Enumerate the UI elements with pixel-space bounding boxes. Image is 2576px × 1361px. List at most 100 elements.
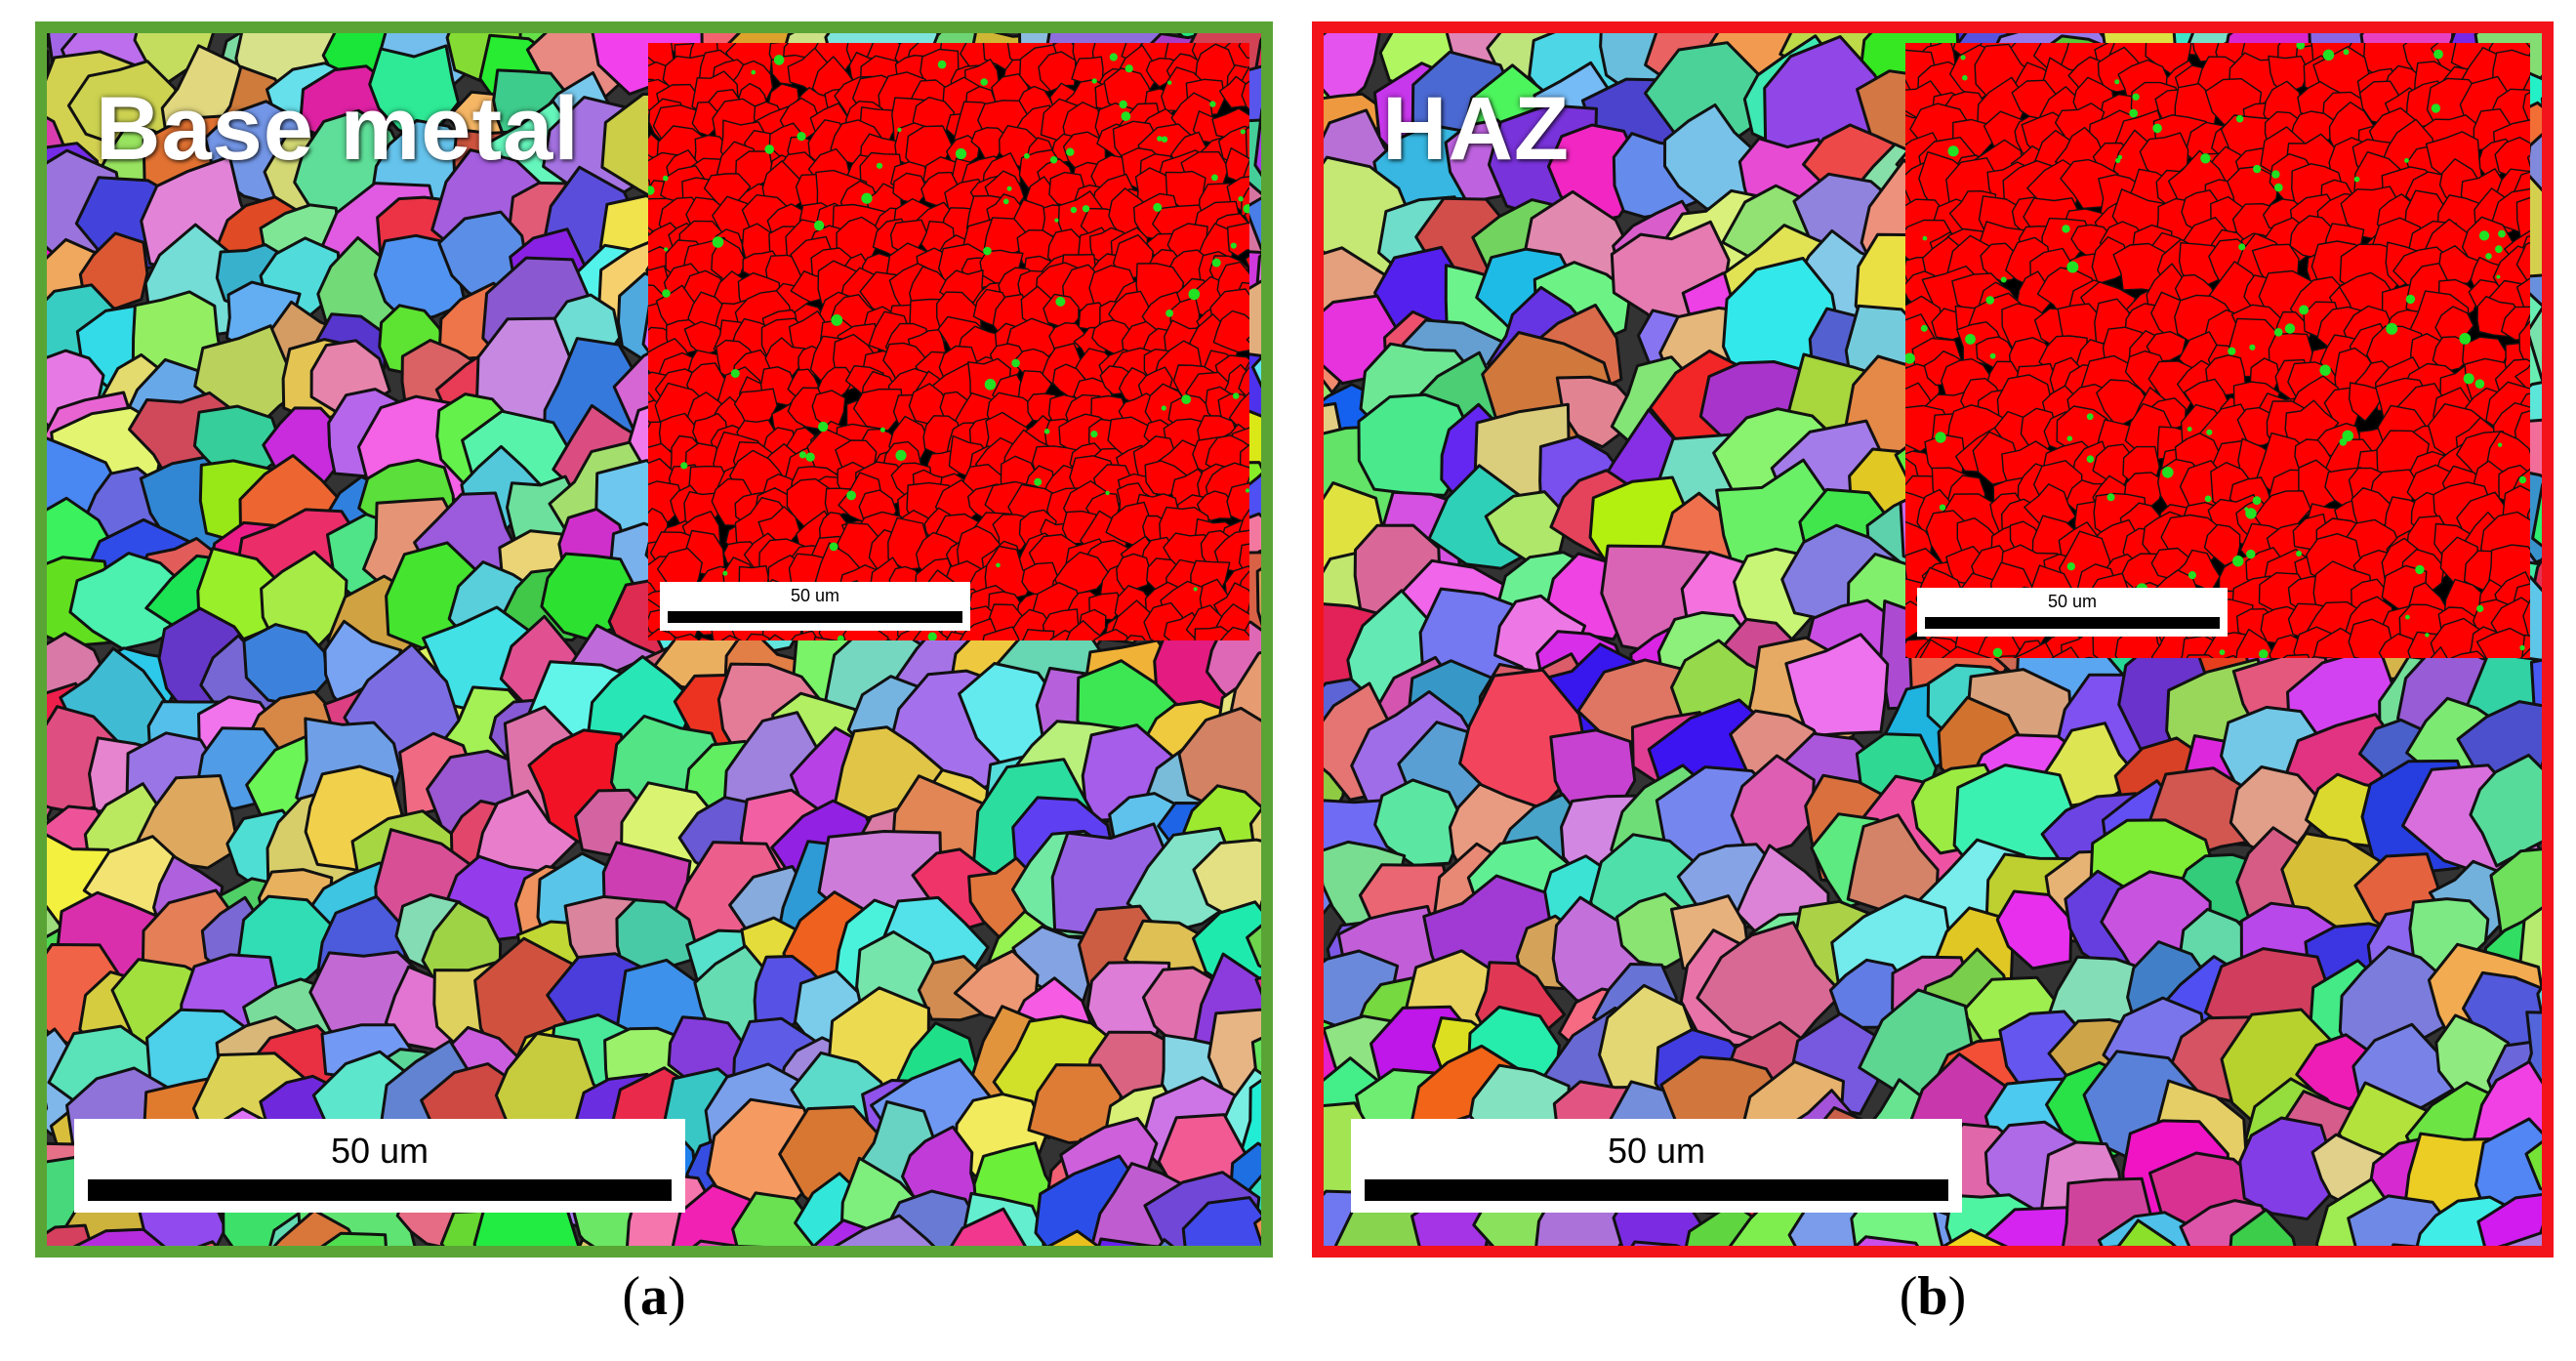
second-phase-particle: [1082, 205, 1090, 213]
second-phase-particle: [983, 246, 992, 256]
second-phase-particle: [712, 236, 724, 248]
inset-scalebar-b: 50 um: [1917, 588, 2228, 637]
second-phase-particle: [1066, 147, 1075, 156]
second-phase-particle: [2273, 328, 2283, 337]
second-phase-particle: [1054, 218, 1059, 223]
second-phase-particle: [2232, 556, 2244, 567]
second-phase-particle: [2238, 243, 2246, 251]
second-phase-particle: [1161, 136, 1168, 143]
second-phase-particle: [1188, 288, 1201, 301]
second-phase-particle: [831, 314, 843, 326]
second-phase-particle: [2497, 442, 2503, 447]
grain: [2515, 363, 2530, 392]
second-phase-particle: [2253, 164, 2262, 174]
second-phase-particle: [2459, 333, 2472, 345]
grain: [811, 390, 846, 427]
region-label-base-metal: Base metal: [96, 79, 580, 179]
second-phase-particle: [1992, 647, 2003, 658]
second-phase-particle: [2152, 123, 2162, 134]
grain: [2051, 646, 2080, 658]
main-scalebar-label-b: 50 um: [1607, 1131, 1706, 1171]
second-phase-particle: [927, 632, 937, 640]
grain: [2281, 653, 2310, 658]
second-phase-particle: [2206, 429, 2213, 435]
grain: [1021, 629, 1055, 640]
second-phase-particle: [2474, 379, 2485, 390]
second-phase-layer: [1905, 43, 2527, 658]
second-phase-particle: [648, 186, 655, 195]
second-phase-particle: [2405, 614, 2410, 620]
second-phase-particle: [2062, 225, 2070, 233]
second-phase-particle: [1167, 80, 1172, 85]
grain: [1905, 656, 1908, 658]
second-phase-particle: [2228, 347, 2236, 355]
grain: [711, 236, 747, 280]
second-phase-particle: [805, 452, 815, 462]
inset-scalebar-bar-a: [668, 611, 962, 623]
grain: [1995, 889, 2073, 970]
grain: [1238, 43, 1249, 60]
second-phase-particle: [2425, 633, 2430, 638]
region-label-haz: HAZ: [1382, 79, 1571, 179]
second-phase-particle: [2162, 467, 2174, 478]
second-phase-particle: [1105, 490, 1110, 496]
second-phase-particle: [1181, 394, 1192, 404]
second-phase-particle: [662, 289, 671, 298]
second-phase-particle: [895, 449, 907, 461]
second-phase-particle: [2478, 230, 2490, 241]
grain: [1245, 126, 1249, 160]
second-phase-particle: [2235, 114, 2244, 123]
grain: [2186, 654, 2215, 658]
second-phase-particle: [1090, 431, 1098, 438]
second-phase-particle: [1024, 152, 1030, 159]
inset-scalebar-bar-b: [1925, 617, 2220, 629]
second-phase-particle: [680, 462, 688, 470]
second-phase-particle: [1238, 196, 1244, 202]
second-phase-particle: [2296, 551, 2303, 557]
second-phase-particle: [2404, 158, 2409, 163]
second-phase-particle: [2114, 79, 2120, 85]
grain: [790, 630, 820, 640]
second-phase-particle: [2066, 435, 2073, 442]
second-phase-particle: [1939, 504, 1946, 511]
second-phase-particle: [664, 247, 669, 252]
grain: [320, 1231, 388, 1246]
second-phase-particle: [1002, 198, 1009, 205]
second-phase-particle: [730, 369, 740, 378]
grain: [1255, 567, 1261, 627]
second-phase-particle: [797, 132, 806, 142]
grain: [1250, 355, 1261, 390]
caption-letter-a: a: [640, 1266, 668, 1327]
second-phase-particle: [2343, 49, 2350, 56]
second-phase-particle: [1232, 392, 1240, 399]
second-phase-particle: [1043, 429, 1050, 434]
second-phase-particle: [984, 379, 997, 391]
grain: [2497, 1230, 2542, 1246]
grain: [1212, 309, 1249, 353]
grain: [1630, 1240, 1682, 1246]
caption-letter-b: b: [1917, 1266, 1948, 1327]
caption-a: (a): [556, 1269, 752, 1324]
grain: [1046, 1229, 1100, 1246]
inset-scalebar-label-a: 50 um: [790, 586, 840, 605]
second-phase-particle: [2284, 323, 2296, 334]
grain: [1253, 1216, 1261, 1246]
grain: [2310, 656, 2334, 658]
grain: [1093, 628, 1129, 640]
grain: [1181, 1196, 1261, 1246]
main-scalebar-bar-b: [1365, 1179, 1948, 1201]
second-phase-particle: [980, 78, 988, 86]
grain: [1116, 553, 1152, 591]
grain: [72, 1227, 166, 1246]
grain: [767, 634, 786, 640]
grain: [2012, 641, 2055, 658]
second-phase-particle: [1165, 309, 1173, 317]
grain: [648, 628, 679, 640]
grain: [2449, 650, 2486, 658]
second-phase-particle: [1109, 53, 1118, 62]
grain: [1998, 655, 2019, 658]
second-phase-particle: [1240, 129, 1246, 135]
second-phase-particle: [2518, 475, 2527, 484]
grain: [813, 636, 839, 640]
second-phase-particle: [829, 542, 838, 552]
